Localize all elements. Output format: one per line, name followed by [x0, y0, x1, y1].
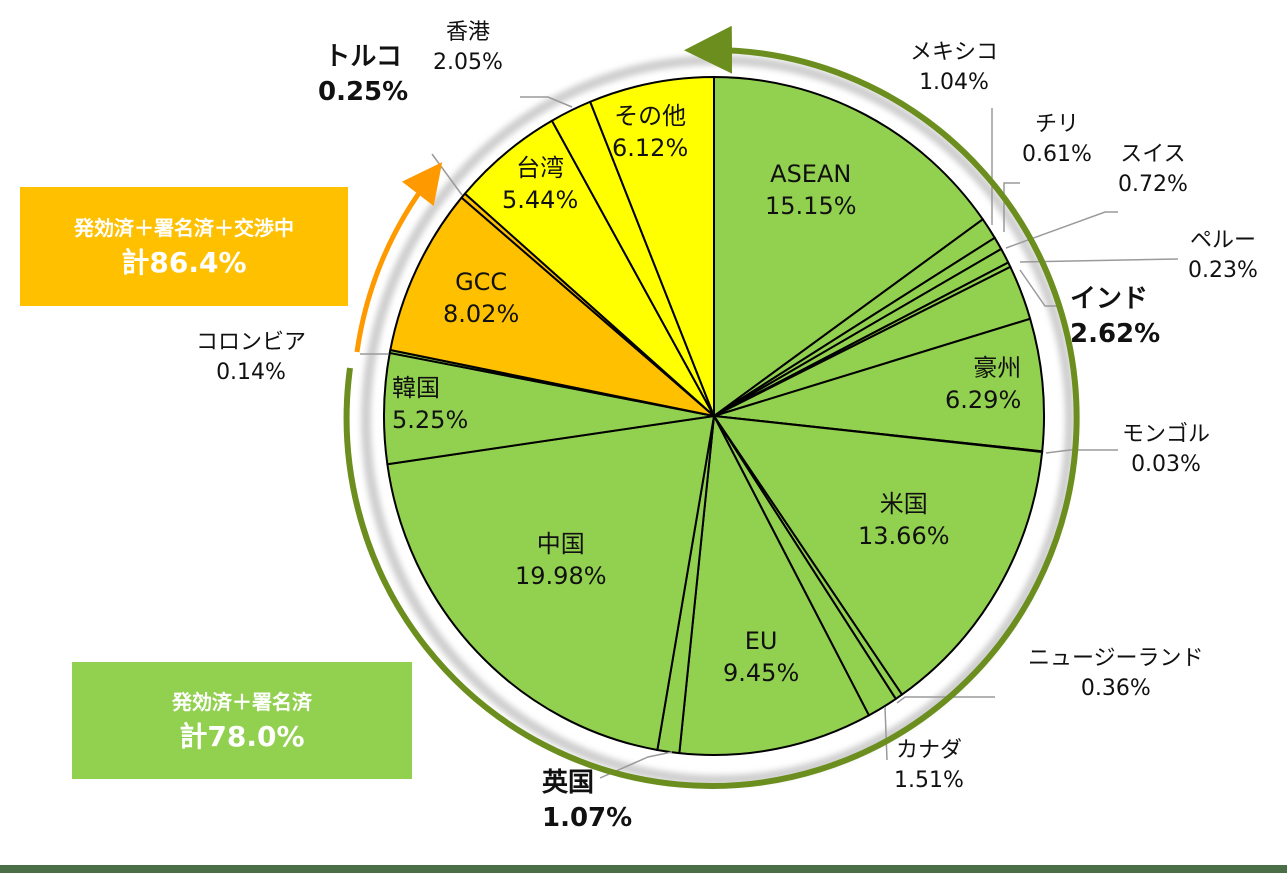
- label-name: トルコ: [324, 42, 402, 72]
- label-name: 英国: [542, 768, 595, 798]
- label-value: 0.61%: [1022, 141, 1092, 167]
- label-chile: チリ 0.61%: [1022, 110, 1092, 169]
- label-asean: ASEAN 15.15%: [765, 158, 857, 223]
- label-name: ニュージーランド: [1028, 646, 1204, 671]
- label-gcc: GCC 8.02%: [443, 266, 519, 331]
- label-colombia: コロンビア 0.14%: [196, 328, 306, 387]
- label-value: 6.12%: [612, 134, 689, 163]
- label-name: スイス: [1120, 142, 1186, 167]
- label-name: GCC: [455, 268, 508, 296]
- pie-slice: [589, 76, 715, 417]
- label-name: コロンビア: [196, 330, 307, 355]
- label-value: 1.04%: [919, 69, 989, 95]
- pie-slice: [678, 415, 870, 756]
- label-value: 1.07%: [542, 803, 633, 834]
- label-taiwan: 台湾 5.44%: [502, 152, 578, 217]
- label-korea: 韓国 5.25%: [392, 372, 468, 437]
- label-value: 5.25%: [392, 406, 469, 435]
- leader-lines: [360, 96, 1179, 779]
- label-value: 2.62%: [1070, 319, 1161, 350]
- label-name: チリ: [1034, 112, 1079, 137]
- label-mongolia: モンゴル 0.03%: [1122, 420, 1210, 479]
- label-china: 中国 19.98%: [515, 528, 607, 593]
- label-value: 0.03%: [1131, 451, 1201, 477]
- pie-slices: [383, 76, 1045, 756]
- pie-slice: [713, 415, 1044, 696]
- label-value: 0.14%: [216, 359, 286, 385]
- label-value: 19.98%: [515, 562, 607, 591]
- label-name: カナダ: [895, 738, 962, 763]
- label-value: 0.23%: [1188, 257, 1258, 283]
- label-hongkong: 香港 2.05%: [433, 18, 503, 77]
- label-name: EU: [744, 627, 778, 655]
- label-name: モンゴル: [1122, 422, 1211, 447]
- summary-box-total: 計78.0%: [179, 720, 305, 753]
- pie-slice: [713, 76, 984, 417]
- label-name: 米国: [879, 490, 928, 518]
- label-australia: 豪州 6.29%: [945, 352, 1021, 417]
- label-name: 台湾: [516, 154, 565, 182]
- summary-box-title: 発効済＋署名済＋交渉中: [74, 216, 294, 240]
- orange-arrow-arc: [354, 162, 443, 353]
- label-value: 0.36%: [1080, 675, 1151, 701]
- label-name: 中国: [536, 530, 585, 558]
- label-name: インド: [1070, 284, 1149, 314]
- label-value: 0.72%: [1118, 171, 1188, 197]
- pie-slice: [713, 317, 1045, 453]
- label-other: その他 6.12%: [612, 100, 688, 165]
- label-india: インド 2.62%: [1070, 282, 1160, 352]
- label-name: メキシコ: [910, 40, 999, 65]
- label-eu: EU 9.45%: [723, 625, 799, 690]
- label-name: ペルー: [1189, 228, 1256, 253]
- summary-box-negotiating: 発効済＋署名済＋交渉中 計86.4%: [20, 187, 348, 306]
- label-nz: ニュージーランド 0.36%: [1028, 644, 1204, 703]
- summary-box-title: 発効済＋署名済: [172, 690, 312, 714]
- label-swiss: スイス 0.72%: [1118, 140, 1188, 199]
- label-name: その他: [614, 102, 687, 130]
- label-value: 0.25%: [318, 77, 409, 108]
- green-arrow-arc: [343, 25, 1080, 789]
- label-value: 15.15%: [765, 192, 857, 221]
- pie-slice: [389, 196, 715, 417]
- label-usa: 米国 13.66%: [858, 488, 950, 553]
- label-value: 13.66%: [858, 522, 950, 551]
- summary-box-signed: 発効済＋署名済 計78.0%: [72, 662, 412, 779]
- label-name: 韓国: [392, 374, 440, 402]
- label-value: 2.05%: [433, 49, 503, 75]
- pie-slice: [386, 415, 715, 751]
- label-value: 1.51%: [894, 767, 964, 793]
- label-uk: 英国 1.07%: [542, 766, 632, 836]
- label-name: 香港: [445, 20, 490, 45]
- label-value: 5.44%: [502, 186, 579, 215]
- footer-bar: [0, 865, 1287, 873]
- label-canada: カナダ 1.51%: [894, 736, 964, 795]
- label-value: 8.02%: [443, 300, 520, 329]
- label-peru: ペルー 0.23%: [1188, 226, 1258, 285]
- label-name: ASEAN: [770, 160, 852, 188]
- label-name: 豪州: [973, 354, 1022, 382]
- label-value: 6.29%: [945, 386, 1022, 415]
- label-turkey: トルコ 0.25%: [318, 40, 408, 110]
- label-mexico: メキシコ 1.04%: [910, 38, 998, 97]
- label-value: 9.45%: [723, 659, 800, 688]
- summary-box-total: 計86.4%: [121, 246, 247, 279]
